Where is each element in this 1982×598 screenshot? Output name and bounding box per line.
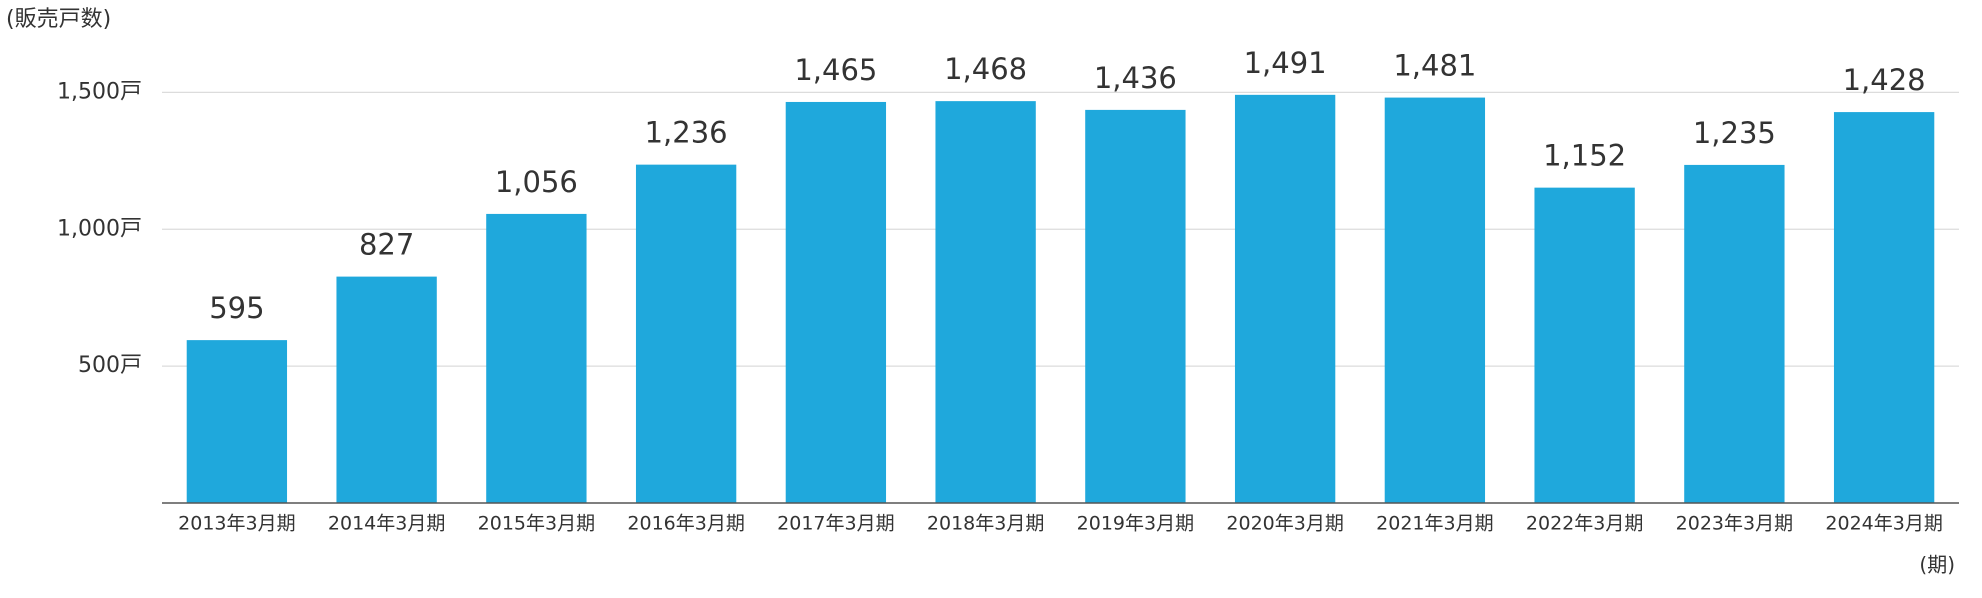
value-label: 595: [209, 291, 264, 325]
bar: [935, 101, 1036, 503]
value-label: 1,235: [1693, 116, 1776, 150]
bar: [785, 101, 887, 504]
y-tick-label: 1,500戸: [57, 79, 142, 104]
value-label: 1,481: [1393, 49, 1476, 83]
value-label: 1,056: [495, 165, 578, 199]
x-tick-label: 2017年3月期: [777, 513, 894, 535]
x-tick-label: 2022年3月期: [1526, 513, 1643, 535]
x-tick-label: 2015年3月期: [478, 513, 595, 535]
x-tick-label: 2020年3月期: [1226, 513, 1343, 535]
y-axis-unit: (販売戸数): [6, 7, 111, 32]
value-label: 1,236: [645, 116, 728, 150]
x-tick-label: 2023年3月期: [1676, 513, 1793, 535]
bar: [486, 213, 587, 504]
value-label: 1,152: [1543, 139, 1626, 173]
value-label: 1,465: [794, 53, 877, 87]
bar: [1833, 112, 1935, 504]
x-tick-label: 2016年3月期: [627, 513, 744, 535]
y-tick-label: 500戸: [78, 353, 142, 378]
value-label: 1,468: [944, 52, 1027, 86]
value-label: 1,428: [1843, 63, 1926, 97]
value-label: 827: [359, 228, 414, 262]
bar: [1384, 97, 1486, 504]
x-tick-label: 2021年3月期: [1376, 513, 1493, 535]
x-tick-label: 2019年3月期: [1077, 513, 1194, 535]
bar: [336, 276, 437, 503]
x-tick-label: 2014年3月期: [328, 513, 445, 535]
bar: [1684, 164, 1785, 503]
value-label: 1,491: [1244, 46, 1327, 80]
x-axis-unit: (期): [1919, 553, 1955, 577]
bar: [1534, 187, 1635, 503]
bar: [186, 340, 288, 503]
x-tick-label: 2024年3月期: [1825, 513, 1942, 535]
x-tick-label: 2018年3月期: [927, 513, 1044, 535]
bar: [1085, 109, 1186, 504]
value-label: 1,436: [1094, 61, 1177, 95]
y-tick-label: 1,000戸: [57, 216, 142, 241]
x-tick-label: 2013年3月期: [178, 513, 295, 535]
bar: [635, 164, 737, 503]
bar: [1234, 94, 1336, 504]
